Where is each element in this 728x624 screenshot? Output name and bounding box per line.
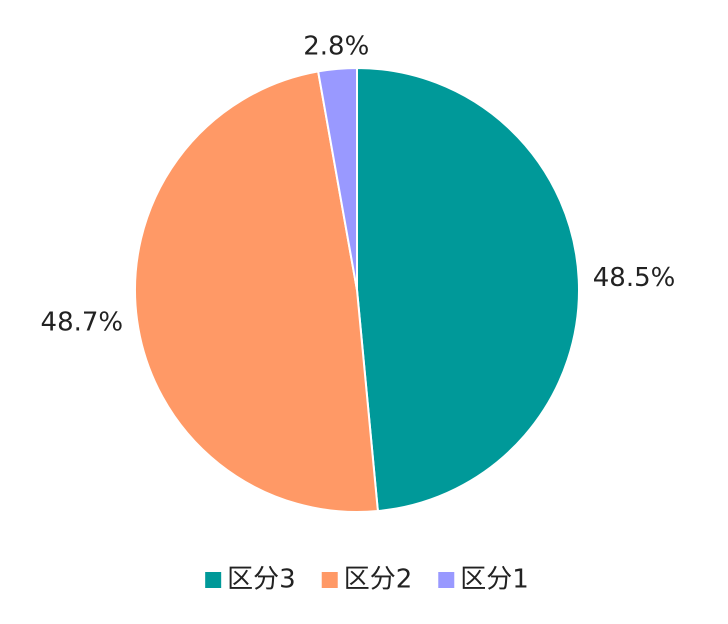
legend-label: 区分2 [344,565,413,595]
legend-label: 区分1 [460,565,529,595]
pie-slice [356,66,580,513]
legend-swatch [205,572,222,588]
legend-swatch [321,572,338,588]
legend-label: 区分3 [227,565,296,595]
pie-slice [133,70,379,513]
data-label: 48.7% [41,307,124,337]
data-label: 48.5% [593,263,676,293]
legend-swatch [438,572,455,588]
pie-slice [316,66,358,291]
data-label: 2.8% [303,31,369,61]
legend: 区分3 区分2 区分1 [205,565,529,595]
